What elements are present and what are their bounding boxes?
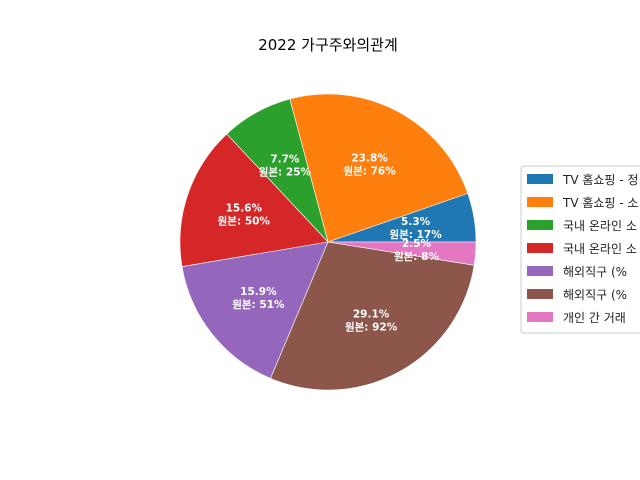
legend: TV 홈쇼핑 - 정TV 홈쇼핑 - 소국내 온라인 소국내 온라인 소해외직구… [520,165,640,334]
slice-label-2: 7.7% 원본: 25% [259,153,312,178]
slice-label-4: 15.9% 원본: 51% [232,286,285,311]
pie-slices [179,93,477,391]
legend-entry-0: TV 홈쇼핑 - 정 [562,173,638,187]
legend-entry-6: 개인 간 거래 [563,311,626,325]
legend-entry-5: 해외직구 (% [563,288,627,302]
slice-original-label: 원본: 50% [218,215,271,228]
pie-slice-6 [327,241,477,266]
pie-slice-3 [179,133,329,268]
legend-entry-1: TV 홈쇼핑 - 소 [562,196,638,210]
slice-original-label: 원본: 25% [259,165,312,178]
legend-swatch-1 [527,197,553,207]
legend-entry-3: 국내 온라인 소 [563,242,637,256]
slice-original-label: 원본: 8% [394,250,439,263]
slice-original-label: 원본: 51% [232,298,285,311]
slice-label-3: 15.6% 원본: 50% [218,203,271,228]
slice-original-label: 원본: 17% [389,228,442,241]
slice-percent-label: 2.5% [402,238,432,250]
pie-slice-4 [181,241,329,379]
pie-slice-1 [289,93,469,243]
legend-swatch-4 [527,266,553,276]
legend-swatch-6 [527,312,553,322]
slice-percent-label: 5.3% [401,216,431,228]
slice-label-1: 23.8% 원본: 76% [343,153,396,178]
slice-label-6: 2.5% 원본: 8% [394,238,439,263]
legend-swatch-2 [527,220,553,230]
slice-percent-label: 15.9% [240,286,277,298]
slice-percent-label: 29.1% [353,309,390,321]
legend-entry-4: 해외직구 (% [563,265,627,279]
slice-percent-label: 7.7% [270,153,300,165]
slice-label-5: 29.1% 원본: 92% [345,309,398,334]
chart-title: 2022 가구주와의관계 [258,36,398,54]
slice-original-label: 원본: 76% [343,165,396,178]
slice-percent-label: 15.6% [226,203,263,215]
legend-swatch-3 [527,243,553,253]
legend-swatch-0 [527,174,553,184]
slice-label-0: 5.3% 원본: 17% [389,216,442,241]
slice-original-label: 원본: 92% [345,321,398,334]
legend-entry-2: 국내 온라인 소 [563,219,637,233]
slice-labels: 5.3% 원본: 17%23.8% 원본: 76%7.7% 원본: 25%15.6% 원… [218,153,443,334]
legend-swatch-5 [527,289,553,299]
pie-slice-5 [270,241,475,391]
slice-percent-label: 23.8% [351,153,388,165]
